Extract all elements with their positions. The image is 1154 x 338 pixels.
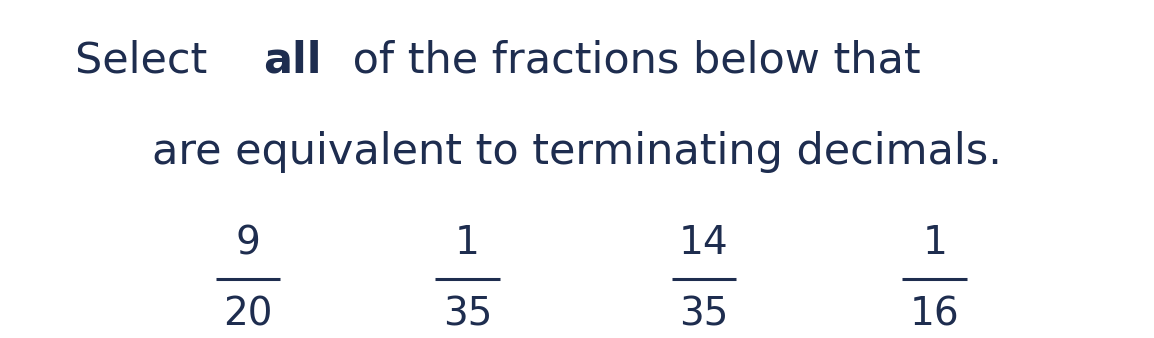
Text: 35: 35 <box>680 295 728 333</box>
Text: 1: 1 <box>922 224 947 262</box>
Text: of the fractions below that: of the fractions below that <box>339 40 921 82</box>
Text: 14: 14 <box>679 224 729 262</box>
Text: 1: 1 <box>455 224 480 262</box>
Text: 20: 20 <box>224 295 272 333</box>
Text: Select: Select <box>75 40 222 82</box>
Text: 9: 9 <box>235 224 261 262</box>
Text: are equivalent to terminating decimals.: are equivalent to terminating decimals. <box>152 131 1002 173</box>
Text: 35: 35 <box>443 295 492 333</box>
Text: all: all <box>263 40 322 82</box>
Text: 16: 16 <box>909 295 960 333</box>
